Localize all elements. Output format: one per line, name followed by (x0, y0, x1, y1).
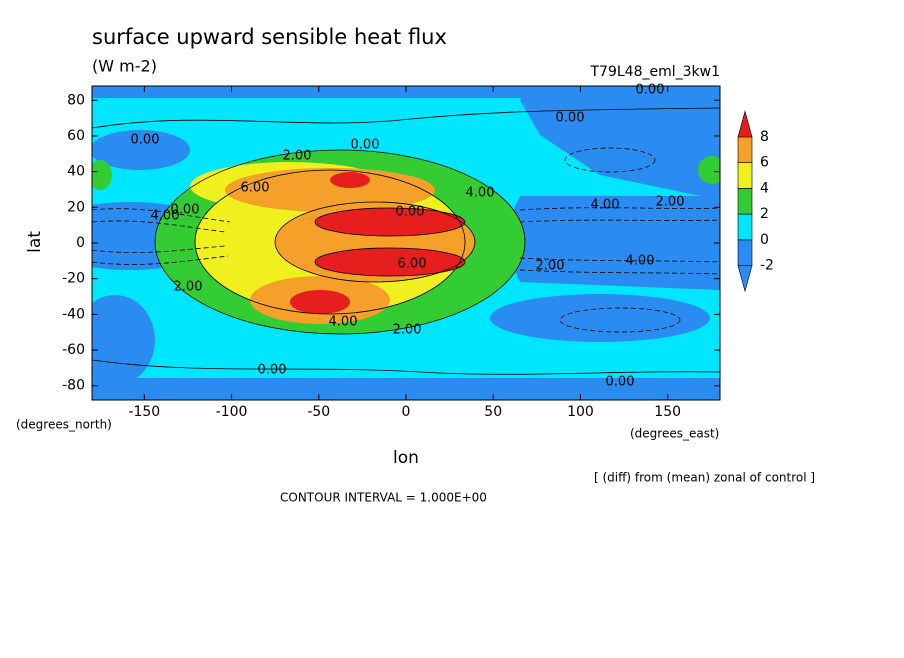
contour-label: 2.00 (536, 259, 565, 274)
contour-fill (698, 156, 720, 184)
y-tick-label: 80 (67, 92, 85, 108)
colorbar-label: 4 (760, 180, 769, 196)
y-tick-label: 0 (76, 235, 85, 251)
contour-label: 2.00 (656, 195, 685, 210)
y-unit-label: (degrees_north) (16, 418, 112, 432)
contour-label: 0.00 (131, 133, 160, 148)
chart-title: surface upward sensible heat flux (92, 25, 447, 49)
colorbar-segment (737, 188, 753, 215)
contour-fill (92, 295, 155, 385)
contour-interval: CONTOUR INTERVAL = 1.000E+00 (280, 491, 487, 505)
x-unit-label: (degrees_east) (630, 427, 719, 441)
field (92, 86, 720, 400)
y-tick-label: 60 (67, 128, 85, 144)
colorbar-label: 0 (760, 232, 769, 248)
colorbar-segment (737, 213, 753, 241)
y-tick-label: -80 (62, 378, 85, 394)
contour-label: 6.00 (241, 181, 270, 196)
colorbar-segment (737, 239, 753, 266)
colorbar-segment (737, 265, 753, 293)
y-tick-label: -60 (62, 342, 85, 358)
contour-fill (92, 378, 720, 400)
contour-fill (290, 290, 350, 314)
contour-label: 0.00 (556, 111, 585, 126)
contour-fill (330, 172, 370, 188)
contour-label: 4.00 (466, 186, 495, 201)
contour-fill (225, 168, 435, 212)
subtitle: (W m-2) (92, 57, 157, 76)
contour-fill (490, 294, 710, 342)
y-tick-label: 20 (67, 199, 85, 215)
contour-label: 0.00 (171, 203, 200, 218)
contour-label: 4.00 (329, 315, 358, 330)
y-axis-label: lat (25, 231, 45, 253)
x-axis-label: lon (393, 448, 419, 468)
contour-label: 0.00 (396, 205, 425, 220)
contour-label: 4.00 (151, 209, 180, 224)
colorbar-segment (737, 110, 753, 138)
negative-contours (92, 147, 720, 333)
run-label: T79L48_eml_3kw1 (590, 64, 721, 80)
contour-label: 2.00 (393, 323, 422, 338)
x-tick-label: 100 (567, 404, 594, 420)
contour-label: 0.00 (258, 363, 287, 378)
contour-fill (315, 208, 465, 236)
y-tick-label: -40 (62, 306, 85, 322)
colorbar-label: -2 (760, 258, 774, 274)
x-tick-label: 50 (484, 404, 502, 420)
contour-label: 0.00 (606, 375, 635, 390)
contour-label: 0.00 (636, 83, 665, 98)
contour-label: 2.00 (283, 149, 312, 164)
contour-fill (500, 196, 720, 290)
contour-label: 0.00 (351, 138, 380, 153)
x-tick-label: 0 (402, 404, 411, 420)
contour-label: 4.00 (591, 198, 620, 213)
colorbar-label: 8 (760, 129, 769, 145)
colorbar-label: 2 (760, 206, 769, 222)
contour-label: 6.00 (398, 257, 427, 272)
contour-fill (92, 160, 112, 190)
note: [ (diff) from (mean) zonal of control ] (594, 471, 815, 485)
colorbar-segment (737, 136, 753, 163)
x-tick-label: 150 (654, 404, 681, 420)
contour-fill (92, 130, 190, 170)
colorbar-segment (737, 162, 753, 189)
x-tick-label: -100 (216, 404, 248, 420)
contour-label: 2.00 (174, 280, 203, 295)
contour-lines (92, 107, 720, 375)
x-tick-label: -50 (307, 404, 330, 420)
contour-fill (520, 86, 720, 200)
contour-fill (315, 248, 465, 276)
y-tick-label: -20 (62, 271, 85, 287)
x-tick-label: -150 (128, 404, 160, 420)
y-tick-label: 40 (67, 164, 85, 180)
colorbar-label: 6 (760, 155, 769, 171)
contour-label: 4.00 (626, 254, 655, 269)
